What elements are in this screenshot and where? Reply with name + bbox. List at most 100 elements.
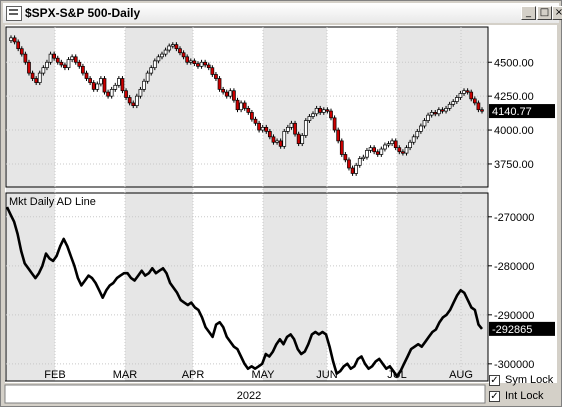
candles-group bbox=[9, 35, 484, 176]
candle-body bbox=[278, 140, 283, 147]
sym-lock-label: Sym Lock bbox=[505, 374, 554, 386]
candle-body bbox=[325, 109, 330, 112]
month-shade-band bbox=[125, 27, 193, 381]
candle-body bbox=[296, 133, 301, 144]
candle-body bbox=[178, 48, 182, 54]
candle-body bbox=[88, 78, 92, 83]
close-button[interactable]: × bbox=[552, 6, 562, 20]
candle-body bbox=[339, 140, 344, 155]
candle-body bbox=[401, 151, 405, 154]
candle-body bbox=[440, 109, 445, 112]
candle-body bbox=[379, 148, 384, 155]
candle-body bbox=[242, 102, 247, 109]
candle-body bbox=[174, 44, 179, 50]
candle-body bbox=[437, 109, 441, 115]
candle-body bbox=[99, 78, 103, 85]
candle-body bbox=[117, 78, 121, 86]
candle-body bbox=[37, 72, 42, 83]
candle-body bbox=[404, 147, 409, 154]
candle-body bbox=[275, 140, 279, 143]
candle-body bbox=[106, 91, 110, 97]
candle-body bbox=[48, 53, 53, 63]
minimize-button[interactable]: _ bbox=[521, 6, 536, 20]
candle-body bbox=[81, 65, 85, 74]
candle-body bbox=[156, 56, 161, 62]
candle-body bbox=[268, 131, 272, 138]
maximize-button[interactable]: □ bbox=[537, 6, 552, 20]
candle-body bbox=[52, 53, 56, 59]
chart-app-icon[interactable] bbox=[6, 6, 22, 21]
month-tick-label: JUL bbox=[387, 369, 407, 381]
candle-body bbox=[260, 126, 265, 131]
month-shade-band bbox=[263, 27, 327, 381]
candle-body bbox=[196, 63, 200, 67]
last-price-badge bbox=[489, 104, 555, 119]
candle-body bbox=[23, 53, 28, 63]
ad-tick-label: -290000 bbox=[494, 310, 534, 322]
candle-body bbox=[84, 72, 89, 79]
int-lock-label: Int Lock bbox=[505, 390, 544, 402]
candle-body bbox=[192, 60, 197, 64]
candle-body bbox=[30, 72, 35, 79]
candle-body bbox=[45, 61, 49, 69]
candle-body bbox=[221, 89, 225, 93]
candle-body bbox=[476, 102, 481, 111]
month-tick-label: MAY bbox=[251, 369, 275, 381]
candle-body bbox=[131, 102, 136, 106]
candle-body bbox=[293, 122, 297, 135]
candle-body bbox=[422, 120, 427, 127]
candle-body bbox=[167, 45, 172, 51]
candle-body bbox=[41, 67, 46, 74]
candle-body bbox=[393, 140, 398, 149]
candle-body bbox=[469, 91, 474, 100]
candle-body bbox=[303, 120, 308, 136]
candle-body bbox=[206, 64, 211, 69]
candle-body bbox=[163, 49, 168, 55]
window-title: $SPX-S&P 500-Daily bbox=[25, 6, 141, 20]
price-tick-label: 3750.00 bbox=[494, 159, 534, 171]
candle-body bbox=[368, 147, 373, 151]
candle-body bbox=[465, 90, 470, 93]
candle-body bbox=[257, 122, 261, 131]
price-chart[interactable]: 3750.00 4000.00 4250.00 4500.00 4140.77 -3000… bbox=[5, 25, 557, 383]
candle-body bbox=[307, 116, 312, 121]
candle-body bbox=[120, 78, 125, 92]
candle-body bbox=[73, 56, 78, 63]
month-tick-label: APR bbox=[182, 369, 205, 381]
candle-body bbox=[145, 72, 150, 82]
candle-body bbox=[124, 90, 128, 98]
candle-body bbox=[383, 144, 387, 150]
sym-lock-checkbox[interactable]: ✓ bbox=[489, 375, 500, 386]
candle-body bbox=[472, 98, 477, 104]
candle-body bbox=[214, 74, 218, 79]
candle-body bbox=[228, 90, 233, 97]
candle-body bbox=[350, 167, 355, 174]
candle-body bbox=[253, 118, 258, 124]
candle-body bbox=[70, 56, 74, 60]
candle-body bbox=[217, 78, 222, 90]
candle-body bbox=[152, 60, 157, 69]
title-bar[interactable]: $SPX-S&P 500-Daily _ □ × bbox=[3, 3, 562, 23]
candle-body bbox=[134, 95, 139, 106]
time-axis-footer: FEB MAR APR MAY JUN JUL AUG 2022 bbox=[4, 369, 486, 404]
candle-body bbox=[318, 108, 323, 113]
month-tick-label: MAR bbox=[113, 369, 138, 381]
candle-body bbox=[372, 147, 376, 153]
candle-body bbox=[433, 112, 438, 115]
ad-tick-label: -300000 bbox=[494, 359, 534, 371]
candle-body bbox=[397, 147, 402, 153]
candle-body bbox=[250, 112, 254, 120]
int-lock-checkbox[interactable]: ✓ bbox=[489, 391, 500, 402]
candle-body bbox=[91, 82, 96, 90]
price-tick-label: 4000.00 bbox=[494, 125, 534, 137]
candle-body bbox=[289, 122, 294, 128]
candle-body bbox=[347, 159, 351, 169]
candle-body bbox=[314, 108, 319, 115]
candle-body bbox=[34, 78, 39, 83]
candle-body bbox=[447, 103, 452, 109]
candle-body bbox=[462, 90, 466, 94]
candle-body bbox=[9, 37, 13, 41]
candle-body bbox=[386, 143, 391, 146]
candle-body bbox=[19, 48, 24, 55]
